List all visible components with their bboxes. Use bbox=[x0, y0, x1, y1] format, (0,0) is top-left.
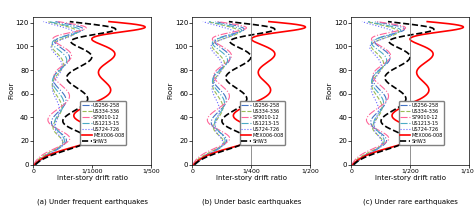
Y-axis label: Floor: Floor bbox=[8, 82, 14, 99]
Title: (a) Under frequent earthquakes: (a) Under frequent earthquakes bbox=[36, 198, 147, 205]
X-axis label: Inter-story drift ratio: Inter-story drift ratio bbox=[216, 175, 287, 181]
Title: (b) Under basic earthquakes: (b) Under basic earthquakes bbox=[201, 198, 301, 205]
Title: (c) Under rare earthquakes: (c) Under rare earthquakes bbox=[363, 198, 458, 205]
Legend: US256-258, US334-336, S79010-12, US1213-15, US724-726, MEX006-008, SHW3: US256-258, US334-336, S79010-12, US1213-… bbox=[81, 101, 126, 145]
X-axis label: Inter-story drift ratio: Inter-story drift ratio bbox=[56, 175, 128, 181]
Legend: US256-258, US334-336, S79010-12, US1213-15, US724-726, MEX006-008, SHW3: US256-258, US334-336, S79010-12, US1213-… bbox=[239, 101, 285, 145]
X-axis label: Inter-story drift ratio: Inter-story drift ratio bbox=[375, 175, 446, 181]
Y-axis label: Floor: Floor bbox=[167, 82, 173, 99]
Y-axis label: Floor: Floor bbox=[326, 82, 332, 99]
Legend: US256-258, US334-336, S79010-12, US1213-15, US724-726, MEX006-008, SHW3: US256-258, US334-336, S79010-12, US1213-… bbox=[399, 101, 444, 145]
